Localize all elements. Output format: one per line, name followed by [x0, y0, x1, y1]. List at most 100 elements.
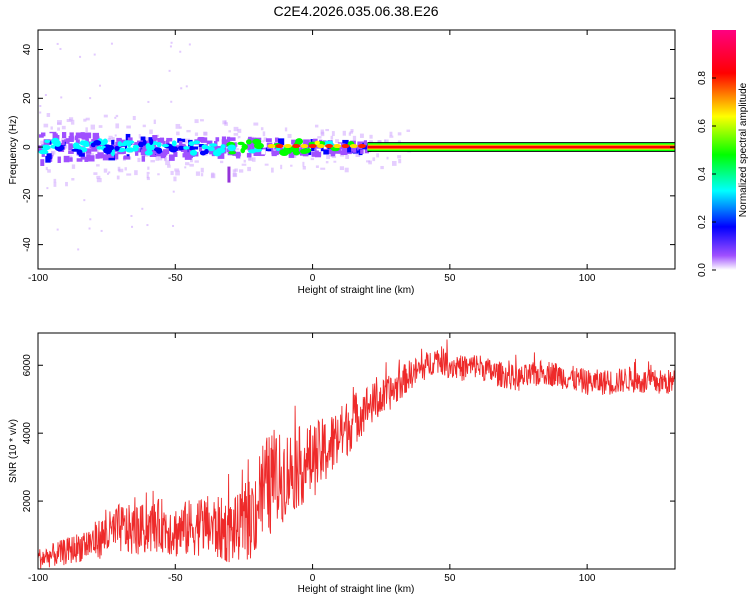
spectrogram-cell [142, 144, 147, 152]
spectrogram-outlier [170, 100, 173, 103]
spectrogram-x-tick-label: -100 [28, 273, 48, 284]
spectrogram-cell [221, 139, 228, 146]
spectrogram-x-tick-label: -50 [168, 273, 183, 284]
spectrogram-outlier [39, 111, 42, 114]
spectrogram-cell [326, 148, 333, 155]
spectrogram-outlier [114, 116, 117, 119]
spectrogram-outlier [106, 172, 109, 175]
spectrogram-blob [80, 140, 85, 145]
spectrogram-cell [182, 153, 186, 158]
spectrogram-blob [241, 143, 248, 151]
spectrogram-halo [132, 115, 136, 121]
spectrogram-halo [359, 133, 364, 138]
spectrogram-cell [76, 158, 83, 162]
spectrogram-cell [288, 151, 295, 158]
spectrogram-halo [233, 133, 239, 136]
spectrogram-cell [209, 150, 214, 155]
spectrogram-halo [194, 160, 199, 163]
spectrogram-cell [69, 132, 74, 139]
spectrogram-blob [38, 149, 49, 155]
spectrogram-cell [278, 138, 285, 146]
spectrogram-halo [143, 153, 149, 157]
spectrogram-cell [140, 137, 146, 144]
spectrogram-cell [168, 154, 175, 161]
spectrogram-blob [209, 143, 218, 147]
spectrogram-cell [115, 141, 120, 148]
spectrogram-halo [262, 131, 266, 137]
spectrogram-cell [271, 150, 276, 155]
spectrogram-halo [57, 122, 61, 125]
spectrogram-halo [185, 138, 190, 142]
spectrogram-outlier [170, 41, 173, 44]
spectrogram-blob [125, 147, 135, 153]
spectrogram-halo [345, 154, 349, 160]
spectrogram-halo [320, 167, 326, 170]
spectrogram-halo [317, 136, 322, 139]
spectrogram-halo [124, 167, 127, 171]
spectrogram-cell [160, 152, 167, 158]
spectrogram-halo [149, 129, 153, 134]
spectrogram-cell [251, 145, 255, 150]
spectrogram-halo [333, 160, 337, 163]
spectrogram-halo [200, 173, 204, 177]
spectrogram-outlier [77, 248, 80, 251]
spectrogram-cell [64, 139, 70, 144]
spectrogram-cell [194, 146, 199, 150]
colorbar-label: Normalized spectral amplitude [738, 82, 749, 217]
spectrogram-cell [95, 154, 100, 159]
spectrogram-cell [341, 146, 348, 153]
spectrogram-halo [90, 124, 96, 130]
spectrogram-cell [93, 136, 100, 141]
spectrogram-halo [175, 123, 181, 129]
spectrogram-halo [241, 163, 247, 166]
spectrogram-y-tick-label: 20 [22, 92, 33, 104]
spectrogram-halo [380, 165, 384, 170]
spectrogram-cell [228, 137, 236, 141]
spectrogram-halo [397, 155, 402, 159]
spectrogram-halo [211, 172, 215, 178]
spectrogram-outlier [98, 84, 101, 87]
spectrogram-cell [223, 143, 228, 148]
spectrogram-halo [174, 168, 180, 172]
spectrogram-halo [406, 129, 411, 132]
spectrogram-cell [68, 150, 74, 154]
spectrogram-blob [293, 149, 300, 156]
spectrogram-cell [354, 145, 359, 152]
spectrogram-halo [234, 148, 240, 151]
spectrogram-halo [238, 169, 244, 173]
spectrogram-halo [352, 135, 357, 141]
spectrogram-halo [50, 126, 53, 130]
spectrogram-halo [326, 154, 331, 160]
spectrogram-halo [302, 161, 305, 167]
spectrogram-cell [323, 149, 329, 155]
spectrogram-cell [97, 152, 104, 159]
spectrogram-halo [65, 181, 68, 187]
spectrogram-halo [68, 117, 74, 121]
spectrogram-halo [232, 169, 236, 173]
spectrogram-cell [80, 132, 85, 136]
spectrogram-cell [57, 156, 61, 163]
spectrogram-cell [78, 153, 85, 157]
spectrogram-cell [92, 132, 100, 140]
spectrogram-halo [194, 132, 199, 136]
spectrogram-y-label: Frequency (Hz) [8, 116, 19, 185]
spectrogram-outlier [88, 227, 91, 230]
spectrogram-blob [227, 144, 237, 152]
spectrogram-outlier [131, 225, 134, 228]
spectrogram-halo [64, 144, 68, 149]
snr-y-label: SNR (10 * v/v) [8, 419, 19, 483]
spectrogram-halo [145, 137, 150, 142]
spectrogram-cell [46, 133, 53, 140]
spectrogram-halo [83, 118, 87, 122]
spectrogram-cell [173, 151, 178, 157]
spectrogram-outlier [60, 96, 63, 99]
spectrogram-halo [57, 127, 60, 131]
spectrogram-halo [170, 170, 174, 176]
spectrogram-halo [163, 157, 167, 162]
spectrogram-halo [61, 125, 66, 130]
spectrogram-halo [66, 119, 72, 123]
spectrogram-halo [320, 131, 325, 137]
spectrogram-cell [255, 151, 262, 156]
spectrogram-cell [230, 153, 235, 159]
